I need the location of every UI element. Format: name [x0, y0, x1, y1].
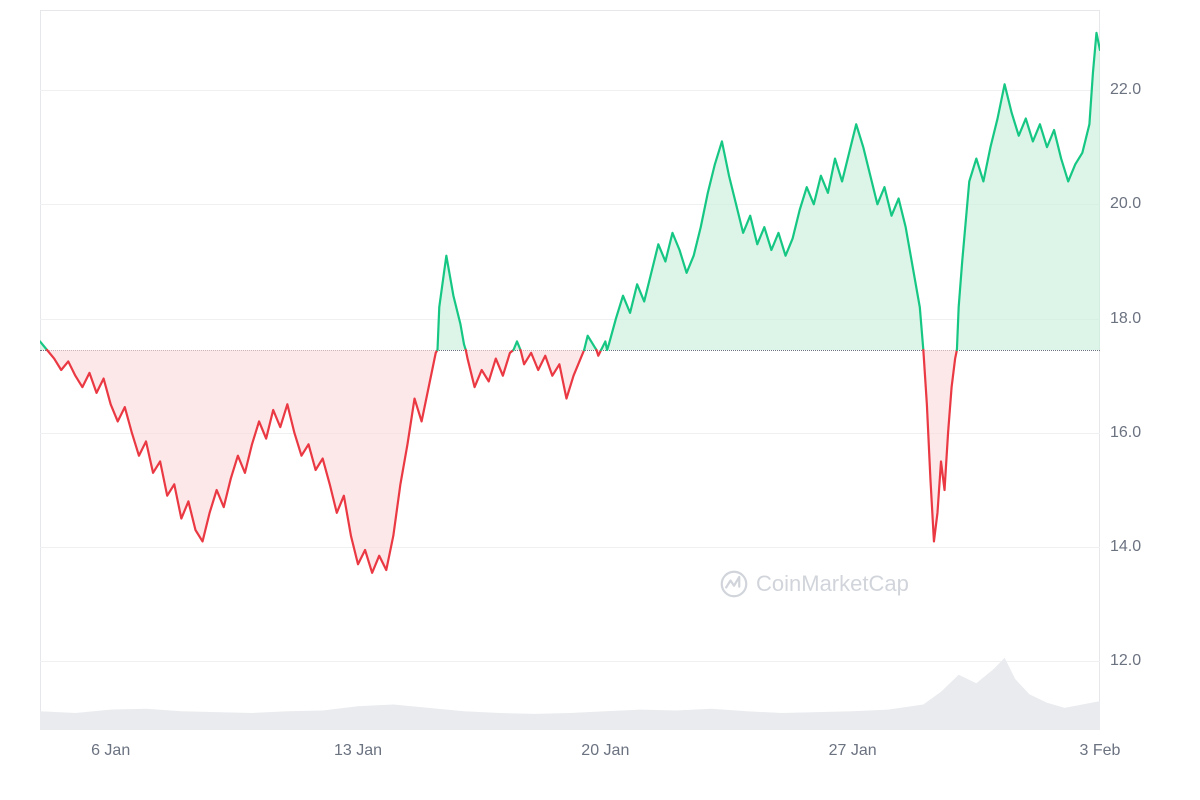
x-tick-label: 27 Jan: [829, 742, 877, 760]
x-tick-label: 6 Jan: [91, 742, 130, 760]
y-tick-label: 12.0: [1110, 652, 1160, 670]
volume-area: [40, 658, 1100, 730]
y-tick-label: 18.0: [1110, 310, 1160, 328]
price-chart[interactable]: 12.0 14.0 16.0 18.0 20.0 22.0 6 Jan 13 Jan 20 J…: [40, 10, 1160, 790]
coinmarketcap-watermark: CoinMarketCap: [720, 570, 909, 598]
chart-svg: [40, 10, 1100, 730]
y-tick-label: 22.0: [1110, 81, 1160, 99]
watermark-text: CoinMarketCap: [756, 571, 909, 597]
x-tick-label: 20 Jan: [581, 742, 629, 760]
coinmarketcap-icon: [720, 570, 748, 598]
y-tick-label: 16.0: [1110, 424, 1160, 442]
x-tick-label: 3 Feb: [1080, 742, 1121, 760]
y-tick-label: 20.0: [1110, 195, 1160, 213]
y-tick-label: 14.0: [1110, 538, 1160, 556]
x-tick-label: 13 Jan: [334, 742, 382, 760]
